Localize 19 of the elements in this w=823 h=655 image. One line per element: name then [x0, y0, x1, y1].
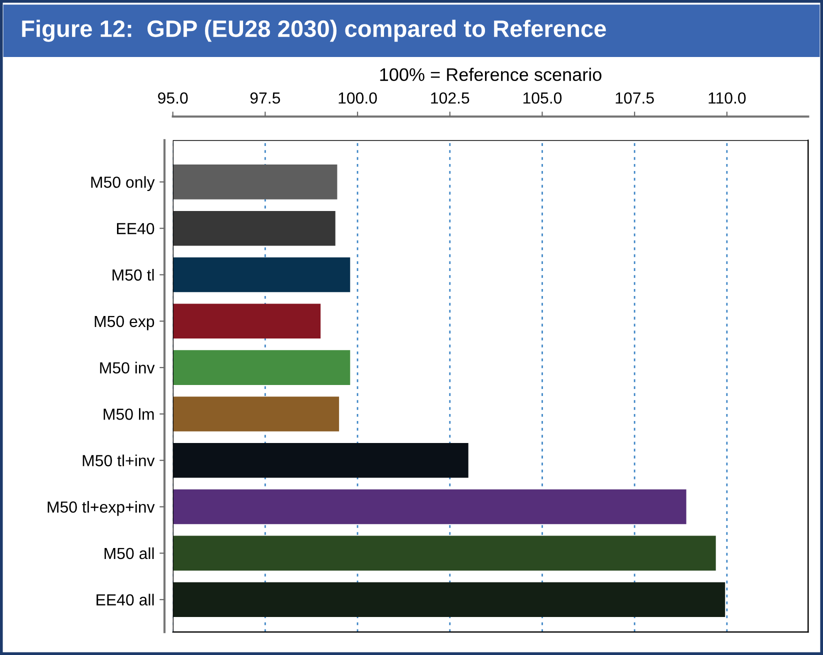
y-tick-label: M50 inv: [100, 362, 155, 374]
x-tick-label: 97.5: [250, 92, 280, 104]
x-tick-label: 107.5: [616, 92, 654, 104]
y-tick-label: M50 lm: [104, 408, 154, 420]
x-tick-label: 100.0: [338, 92, 377, 104]
x-tick-label: 102.5: [431, 92, 470, 104]
y-tick-label: EE40: [117, 222, 154, 234]
y-tick-label: M50 tl+inv: [82, 454, 155, 466]
x-axis-title: 100% = Reference scenario: [380, 68, 602, 82]
y-tick-label: M50 only: [91, 176, 155, 192]
y-tick-label: M50 all: [104, 547, 154, 560]
x-tick-label: 110.0: [708, 92, 746, 104]
y-tick-label: M50 exp: [94, 316, 154, 330]
x-tick-label: 95.0: [158, 92, 188, 104]
y-tick-label: M50 tl+exp+inv: [48, 500, 155, 516]
y-tick-label: EE40 all: [96, 594, 154, 606]
chart-title: Figure 12: GDP (EU28 2030) compared to Reference: [22, 20, 606, 42]
y-tick-label: M50 tl: [112, 268, 154, 281]
x-tick-label: 105.0: [523, 92, 562, 104]
